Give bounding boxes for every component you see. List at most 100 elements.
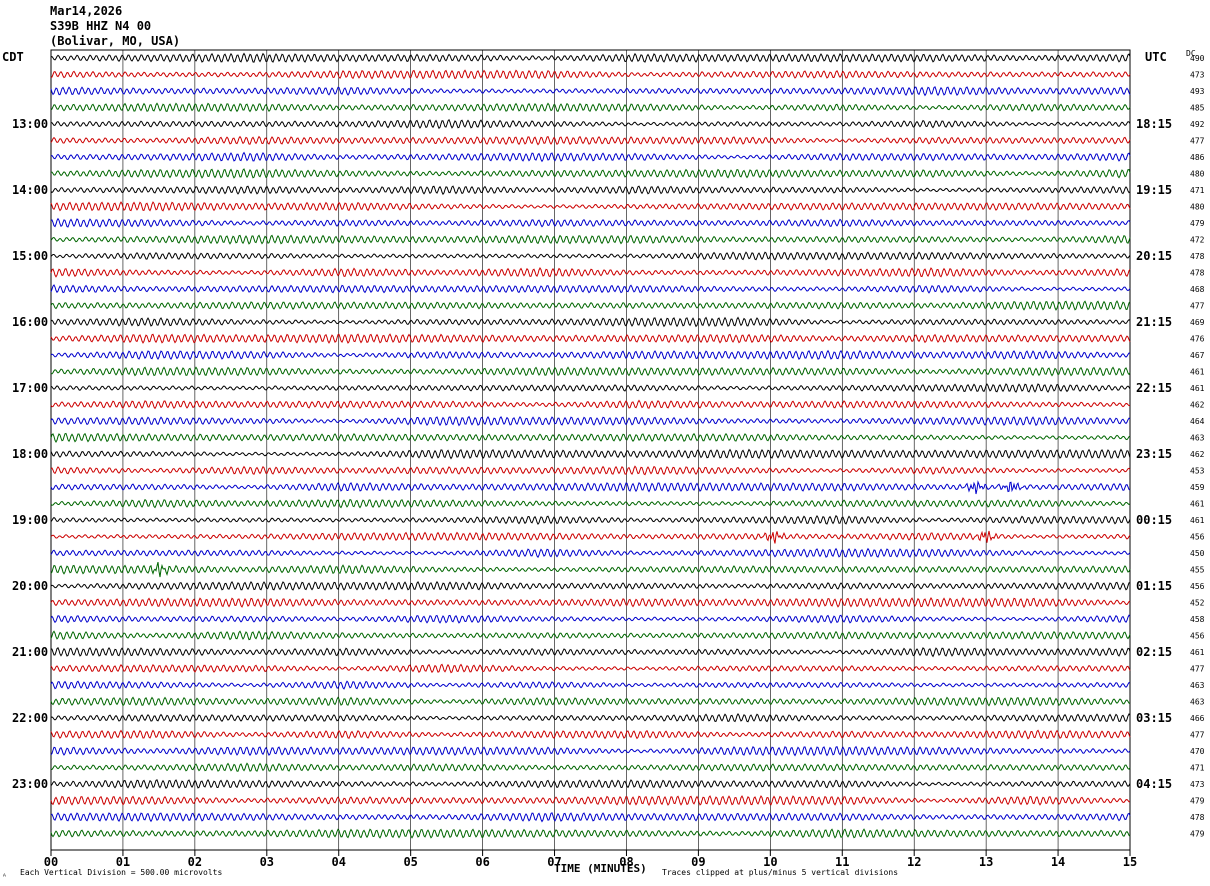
trace-line (50, 828, 1131, 839)
trace-line (50, 102, 1131, 113)
dc-value: 473 (1190, 780, 1205, 789)
utc-hour-label: 22:15 (1136, 381, 1172, 395)
x-tick-label: 02 (188, 855, 202, 869)
trace-line (50, 185, 1131, 196)
dc-value: 479 (1190, 219, 1205, 228)
dc-value: 478 (1190, 269, 1205, 278)
trace-line (50, 448, 1131, 460)
dc-value: 461 (1190, 368, 1205, 377)
dc-value: 470 (1190, 747, 1205, 756)
dc-value: 458 (1190, 615, 1205, 624)
cdt-hour-label: 16:00 (12, 315, 48, 329)
cdt-hour-label: 22:00 (12, 711, 48, 725)
dc-value: 479 (1190, 830, 1205, 839)
dc-value: 455 (1190, 566, 1205, 575)
dc-value: 463 (1190, 681, 1205, 690)
dc-value: 477 (1190, 665, 1205, 674)
trace-line (50, 646, 1131, 658)
dc-value: 468 (1190, 285, 1205, 294)
trace-line (50, 530, 1131, 544)
dc-value: 486 (1190, 153, 1205, 162)
dc-value: 463 (1190, 434, 1205, 443)
utc-hour-label: 20:15 (1136, 249, 1172, 263)
dc-value: 477 (1190, 137, 1205, 146)
dc-label: DC (1186, 49, 1196, 58)
x-tick-label: 14 (1051, 855, 1065, 869)
utc-hour-label: 02:15 (1136, 645, 1172, 659)
trace-line (50, 234, 1131, 245)
trace-line (50, 696, 1131, 707)
x-tick-label: 06 (475, 855, 489, 869)
utc-hour-label: 03:15 (1136, 711, 1172, 725)
utc-hour-label: 18:15 (1136, 117, 1172, 131)
trace-line (50, 383, 1131, 393)
x-tick-label: 03 (260, 855, 274, 869)
x-tick-label: 09 (691, 855, 705, 869)
trace-line (50, 713, 1131, 723)
dc-value: 461 (1190, 384, 1205, 393)
utc-hour-label: 00:15 (1136, 513, 1172, 527)
trace-line (50, 432, 1131, 443)
cdt-hour-label: 14:00 (12, 183, 48, 197)
trace-line (50, 118, 1131, 130)
dc-value: 456 (1190, 632, 1205, 641)
utc-hour-label: 01:15 (1136, 579, 1172, 593)
trace-line (50, 52, 1131, 63)
seismic-traces (50, 52, 1131, 839)
dc-value: 462 (1190, 401, 1205, 410)
trace-line (50, 498, 1131, 509)
dc-value: 466 (1190, 714, 1205, 723)
dc-value: 492 (1190, 120, 1205, 129)
trace-line (50, 168, 1131, 179)
trace-line (50, 614, 1131, 624)
trace-line (50, 69, 1131, 80)
trace-line (50, 86, 1131, 97)
trace-line (50, 680, 1131, 690)
trace-line (50, 415, 1131, 427)
dc-value: 493 (1190, 87, 1205, 96)
dc-value: 477 (1190, 731, 1205, 740)
trace-line (50, 349, 1131, 361)
x-tick-label: 11 (835, 855, 849, 869)
cdt-hour-label: 21:00 (12, 645, 48, 659)
trace-line (50, 762, 1131, 772)
x-tick-label: 10 (763, 855, 777, 869)
x-tick-label: 00 (44, 855, 58, 869)
dc-value: 461 (1190, 516, 1205, 525)
x-tick-label: 07 (547, 855, 561, 869)
x-tick-label: 13 (979, 855, 993, 869)
trace-line (50, 547, 1131, 559)
dc-value: 472 (1190, 236, 1205, 245)
trace-line (50, 779, 1131, 790)
cdt-hour-label: 15:00 (12, 249, 48, 263)
cdt-hour-label: 19:00 (12, 513, 48, 527)
dc-value: 461 (1190, 500, 1205, 509)
dc-value: 480 (1190, 203, 1205, 212)
dc-value: 490 (1190, 54, 1205, 63)
header-station: S39B HHZ N4 00 (50, 19, 152, 33)
trace-line (50, 333, 1131, 344)
dc-value: 485 (1190, 104, 1205, 113)
trace-line (50, 399, 1131, 410)
header-location: (Bolivar, MO, USA) (50, 34, 181, 48)
trace-line (50, 217, 1131, 228)
cdt-hour-label: 20:00 (12, 579, 48, 593)
dc-value: 471 (1190, 186, 1205, 195)
dc-value: 459 (1190, 483, 1205, 492)
dc-value: 461 (1190, 648, 1205, 657)
axis-labels: 00 01 02 03 04 05 06 07 08 09 10 11 12 13 14 15 490 473 49… (12, 54, 1205, 869)
scale-note: Each Vertical Division = 500.00 microvol… (20, 868, 223, 877)
trace-line (50, 366, 1131, 377)
x-tick-label: 15 (1123, 855, 1137, 869)
dc-value: 480 (1190, 170, 1205, 179)
trace-line (50, 480, 1131, 495)
plot-frame (50, 49, 1131, 851)
x-axis-title: TIME (MINUTES) (554, 862, 647, 875)
cdt-hour-label: 17:00 (12, 381, 48, 395)
trace-line (50, 316, 1131, 328)
dc-value: 479 (1190, 797, 1205, 806)
x-tick-label: 04 (332, 855, 346, 869)
trace-line (50, 745, 1131, 757)
dc-value: 467 (1190, 351, 1205, 360)
